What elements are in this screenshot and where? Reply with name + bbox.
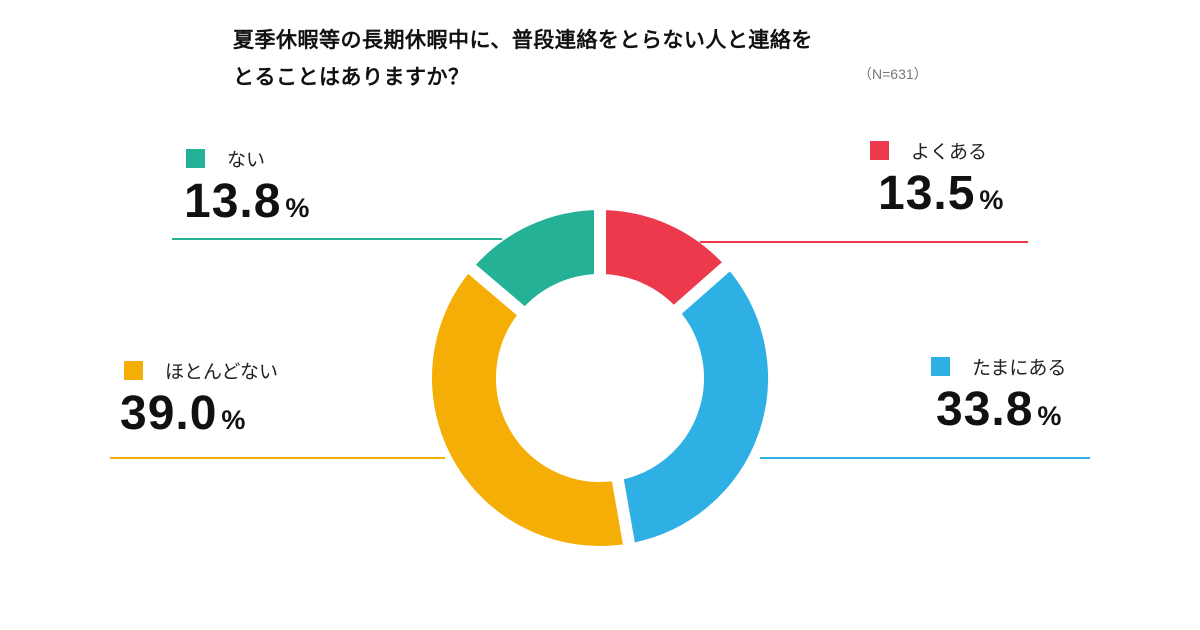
- swatch-nai: [186, 149, 205, 168]
- segment-hotondonai: [420, 256, 637, 558]
- chart-title: 夏季休暇等の長期休暇中に、普段連絡をとらない人と連絡を とることはありますか？: [233, 22, 953, 96]
- leader-line-nai: [172, 238, 502, 240]
- leader-line-hotondonai: [110, 457, 445, 459]
- sample-size: （N=631）: [858, 66, 928, 82]
- chart-title-line2: とることはありますか？: [233, 65, 470, 89]
- chart-title-line1: 夏季休暇等の長期休暇中に、普段連絡をとらない人と連絡を: [233, 28, 813, 52]
- legend-value: 13.5%: [878, 167, 1005, 220]
- legend-hotondonai: ほとんどない 39.0%: [120, 357, 279, 446]
- segment-tamaniaru: [609, 254, 780, 557]
- legend-label: たまにある: [972, 357, 1067, 379]
- swatch-hotondonai: [124, 361, 143, 380]
- leader-line-tamaniaru: [760, 457, 1090, 459]
- legend-nai: ない 13.8%: [184, 145, 311, 234]
- legend-value: 33.8%: [936, 383, 1063, 436]
- leader-line-yokuaru: [700, 241, 1028, 243]
- swatch-yokuaru: [870, 141, 889, 160]
- legend-label: よくある: [911, 141, 988, 163]
- segment-nai: [458, 197, 606, 323]
- swatch-tamaniaru: [931, 357, 950, 376]
- legend-tamaniaru: たまにある 33.8%: [931, 353, 1066, 442]
- legend-label: ない: [227, 149, 266, 171]
- legend-value: 13.8%: [184, 175, 311, 228]
- legend-yokuaru: よくある 13.5%: [870, 137, 1004, 226]
- legend-label: ほとんどない: [165, 361, 279, 383]
- legend-value: 39.0%: [120, 387, 247, 440]
